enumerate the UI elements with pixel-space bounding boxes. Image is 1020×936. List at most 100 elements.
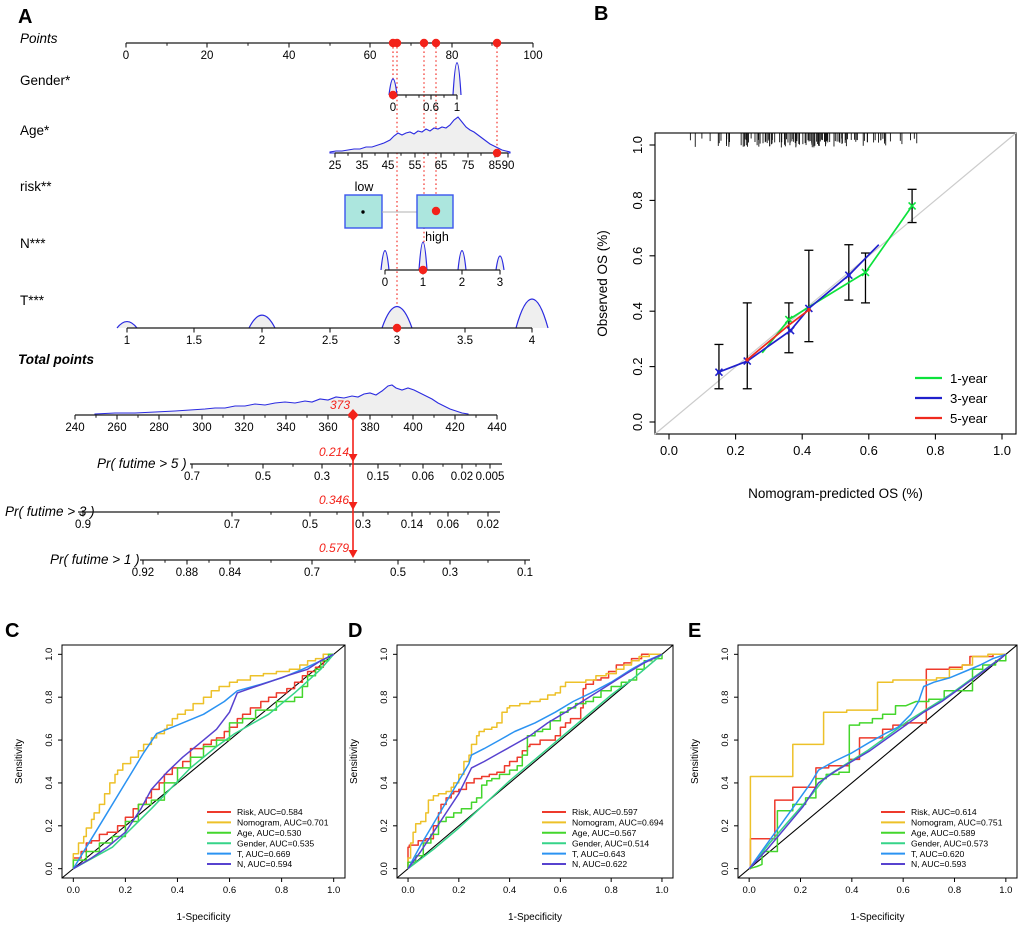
t-tick-label: 4 — [529, 335, 536, 347]
x-tick-label: 0.2 — [727, 443, 745, 458]
y-tick-label: 0.0 — [44, 862, 55, 875]
n-density-spike — [495, 255, 505, 271]
y-axis-title: Sensitivity — [14, 739, 25, 784]
marker-dot — [717, 370, 721, 375]
pr5-tick-label: 0.3 — [314, 471, 330, 483]
y-tick-label: 0.6 — [720, 733, 731, 746]
roc-panel-e: 0.0 0.0 0.2 0.2 0.4 0.4 0.6 0.6 0.8 0.8 1.0 1.0 1-Sp… — [690, 644, 1018, 923]
legend-label: Nomogram, AUC=0.701 — [237, 818, 329, 828]
x-tick-label: 0.4 — [171, 885, 184, 896]
pr3-tick-label: 0.02 — [477, 519, 499, 531]
legend-label: Gender, AUC=0.514 — [572, 838, 649, 848]
pr1-predicted-value: 0.579 — [319, 541, 349, 555]
panel-label-c: C — [5, 620, 20, 642]
n-density-spike — [418, 241, 428, 271]
pr5-tick-label: 0.5 — [255, 471, 271, 483]
legend-label: Risk, AUC=0.597 — [572, 807, 638, 817]
points-tick-label: 40 — [283, 50, 296, 62]
n-tick-label: 1 — [420, 277, 426, 289]
n-marker-dot — [418, 265, 428, 275]
total-tick-label: 260 — [107, 422, 126, 434]
x-tick-label: 1.0 — [327, 885, 340, 896]
legend-label: Risk, AUC=0.614 — [911, 807, 977, 817]
pr3-tick-label: 0.3 — [355, 519, 371, 531]
roc-panel-c: 0.0 0.0 0.2 0.2 0.4 0.4 0.6 0.6 0.8 0.8 1.0 1.0 1-Sp… — [14, 644, 346, 923]
y-axis-title: Observed OS (%) — [595, 230, 610, 337]
points-marker-dot — [492, 38, 502, 48]
pr3-tick-label: 0.9 — [75, 519, 91, 531]
points-marker-dot — [419, 38, 429, 48]
pr3-tick-label: 0.14 — [401, 519, 424, 531]
legend-label: Nomogram, AUC=0.694 — [572, 818, 664, 828]
x-tick-label: 0.6 — [860, 443, 878, 458]
legend-label: Age, AUC=0.530 — [237, 828, 301, 838]
calibration-panel: 0.0 0.2 0.4 0.6 0.8 1.0 0.0 0.2 0.4 0.6 0.8 1.0 Nomo… — [595, 132, 1017, 501]
total-predicted-value: 373 — [330, 398, 350, 412]
gender-marker-dot — [388, 90, 398, 100]
t-tick-label: 2 — [259, 335, 265, 347]
roc_d-curve-roc_gender — [407, 653, 663, 870]
age-tick-label: 55 — [409, 160, 422, 172]
reference-diagonal — [737, 644, 1018, 879]
x-tick-label: 0.4 — [845, 885, 858, 896]
total-tick-label: 320 — [234, 422, 253, 434]
legend-label: T, AUC=0.669 — [237, 849, 290, 859]
calibration-line-1-year — [761, 205, 913, 354]
risk-low-label: low — [355, 180, 375, 194]
age-tick-label: 75 — [462, 160, 475, 172]
roc_c-curve-roc_t — [72, 653, 335, 870]
t-density-spike — [116, 320, 138, 329]
n-tick-label: 3 — [497, 277, 503, 289]
roc_e-curve-roc_t — [748, 653, 1007, 870]
pr5-tick-label: 0.005 — [476, 471, 505, 483]
total-points-diamond — [347, 409, 359, 421]
risk-row-label: risk** — [20, 179, 52, 194]
roc_c-curve-roc_n — [72, 653, 335, 870]
points-tick-label: 100 — [523, 50, 542, 62]
points-marker-dot — [431, 38, 441, 48]
pr5-tick-label: 0.02 — [451, 471, 473, 483]
points-tick-label: 60 — [364, 50, 377, 62]
roc_d-curve-roc_n — [407, 653, 663, 870]
pr1-tick-label: 0.1 — [517, 567, 533, 579]
n-tick-label: 0 — [382, 277, 388, 289]
total-tick-label: 440 — [487, 422, 506, 434]
plot-box — [396, 644, 674, 879]
prediction-arrow-head — [348, 502, 358, 510]
x-tick-label: 0.0 — [401, 885, 414, 896]
age-tick-label: 90 — [502, 160, 515, 172]
pr1-tick-label: 0.92 — [132, 567, 154, 579]
total-tick-label: 300 — [192, 422, 211, 434]
y-tick-label: 0.6 — [44, 733, 55, 746]
t-tick-label: 3 — [394, 335, 400, 347]
roc-panel-d: 0.0 0.0 0.2 0.2 0.4 0.4 0.6 0.6 0.8 0.8 1.0 1.0 1-Sp… — [349, 644, 674, 923]
x-tick-label: 1.0 — [999, 885, 1012, 896]
x-tick-label: 0.8 — [275, 885, 288, 896]
pr5-row-label: Pr( futime > 5 ) — [97, 456, 187, 471]
x-tick-label: 0.6 — [223, 885, 236, 896]
pr3-tick-label: 0.7 — [224, 519, 240, 531]
age-tick-label: 25 — [329, 160, 342, 172]
pr1-tick-label: 0.7 — [304, 567, 320, 579]
total-tick-label: 420 — [445, 422, 464, 434]
pr1-tick-label: 0.5 — [390, 567, 406, 579]
x-axis-title: 1-Specificity — [508, 912, 562, 923]
age-tick-label: 35 — [356, 160, 369, 172]
pr5-predicted-value: 0.214 — [319, 445, 349, 459]
marker-dot — [846, 273, 851, 278]
plot-box — [737, 644, 1018, 879]
age-density — [329, 116, 511, 154]
total-row-label: Total points — [18, 352, 94, 367]
legend-label: Gender, AUC=0.573 — [911, 838, 988, 848]
roc_c-curve-roc_gender — [72, 653, 335, 870]
risk-high-label: high — [425, 230, 449, 244]
y-tick-label: 0.6 — [379, 733, 390, 746]
risk-high-box — [416, 194, 454, 229]
pr1-tick-label: 0.84 — [219, 567, 242, 579]
calibration-line-5-year — [746, 309, 810, 361]
age-tick-label: 65 — [435, 160, 448, 172]
total-tick-label: 360 — [318, 422, 337, 434]
n-density-spike — [380, 250, 390, 271]
gender-tick-label: 0 — [390, 102, 396, 114]
